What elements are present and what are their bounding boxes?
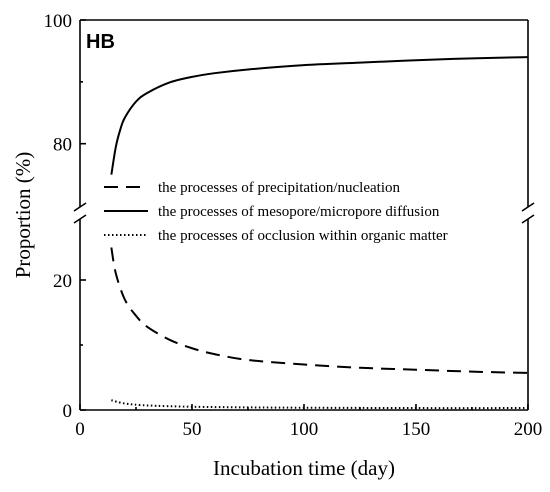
legend: the processes of precipitation/nucleatio… — [104, 180, 448, 244]
series-line-solid — [110, 56, 529, 175]
break-mark-right-2 — [521, 214, 535, 224]
y-axis-title: Proportion (%) — [11, 152, 35, 279]
break-mark-left-2 — [73, 214, 87, 224]
x-tick-label-100: 100 — [290, 419, 319, 440]
axes: 0 50 100 150 200 0 20 80 100 — [44, 11, 543, 440]
y-tick-label-80: 80 — [53, 135, 72, 156]
series-line-dotted — [111, 399, 529, 410]
y-tick-label-0: 0 — [63, 401, 73, 422]
x-tick-label-150: 150 — [402, 419, 431, 440]
x-tick-label-200: 200 — [514, 419, 543, 440]
break-mark-left-1 — [73, 202, 87, 212]
panel-label: HB — [86, 31, 115, 53]
legend-label-dashed: the processes of precipitation/nucleatio… — [158, 180, 400, 196]
x-axis-title: Incubation time (day) — [213, 456, 395, 480]
x-tick-label-0: 0 — [75, 419, 85, 440]
break-mark-right-1 — [521, 202, 535, 212]
legend-label-dotted: the processes of occlusion within organi… — [158, 228, 448, 244]
legend-label-solid: the processes of mesopore/micropore diff… — [158, 204, 440, 220]
y-tick-label-20: 20 — [53, 271, 72, 292]
series-layer — [110, 56, 529, 410]
y-tick-label-100: 100 — [44, 11, 73, 32]
series-line-dashed — [110, 247, 529, 374]
x-tick-label-50: 50 — [183, 419, 202, 440]
